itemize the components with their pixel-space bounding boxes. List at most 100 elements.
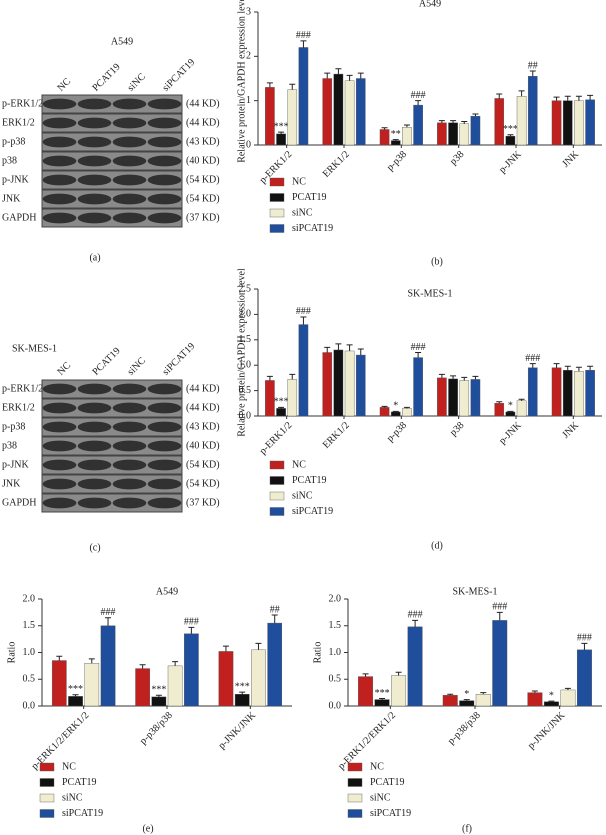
bar — [402, 408, 412, 417]
y-tick-label: 2.0 — [239, 309, 252, 320]
bar — [355, 78, 366, 146]
legend-swatch — [269, 177, 285, 187]
error-bar — [172, 661, 179, 666]
significance: ## — [270, 604, 280, 615]
y-tick-label: 3 — [246, 6, 251, 17]
blot-band — [147, 98, 182, 110]
bar — [448, 378, 458, 417]
legend-swatch — [269, 193, 285, 202]
significance: * — [549, 690, 554, 701]
protein-label: GAPDH — [2, 497, 36, 508]
legend-swatch — [269, 460, 285, 470]
protein-label: ERK1/2 — [2, 402, 35, 413]
error-bar — [581, 642, 588, 650]
significance: ### — [492, 602, 507, 613]
error-bar — [255, 642, 262, 650]
blot-band — [147, 136, 182, 148]
size-label: (44 KD) — [186, 383, 220, 394]
error-bar — [553, 363, 560, 368]
legend-swatch — [347, 793, 363, 803]
chart-title: A549 — [156, 586, 178, 597]
error-bar — [357, 348, 364, 356]
significance: * — [464, 689, 469, 700]
bar — [276, 133, 286, 146]
significance: *** — [68, 684, 83, 695]
blot-band — [112, 212, 147, 224]
bar — [100, 625, 116, 707]
error-bar — [587, 365, 594, 371]
blot-band — [42, 117, 77, 129]
error-bar — [335, 68, 342, 75]
error-bar — [278, 406, 285, 409]
error-bar — [496, 93, 503, 99]
significance: ** — [391, 129, 401, 140]
error-bar — [575, 366, 582, 372]
error-bar — [362, 673, 369, 677]
y-tick-label: 0.0 — [239, 410, 252, 421]
bar — [358, 676, 374, 707]
protein-label: p-ERK1/2 — [2, 383, 43, 394]
size-label: (43 KD) — [186, 421, 220, 432]
size-label: (54 KD) — [186, 459, 220, 470]
error-bar — [496, 611, 503, 621]
error-bar — [564, 95, 571, 101]
legend-swatch — [269, 476, 285, 485]
error-bar — [188, 626, 195, 634]
bar — [516, 400, 527, 417]
panel-label: (e) — [142, 823, 153, 834]
bar — [437, 122, 447, 146]
legend-label: NC — [292, 176, 306, 187]
error-bar — [518, 398, 525, 401]
bar — [390, 140, 401, 146]
y-tick-label: 1.0 — [329, 647, 342, 658]
legend-label: siPCAT19 — [62, 808, 103, 819]
significance: ### — [184, 617, 199, 628]
blot-band — [112, 193, 147, 205]
error-bar — [392, 410, 399, 412]
bar — [344, 350, 355, 417]
x-tick-label: p-JNK/JNK — [217, 709, 259, 751]
error-bar — [472, 375, 479, 380]
blot-band — [42, 383, 77, 395]
blot-band — [112, 136, 147, 148]
error-bar — [564, 687, 571, 690]
bar — [402, 127, 412, 146]
bar — [287, 89, 298, 146]
bar — [459, 700, 475, 707]
blot-band — [112, 421, 147, 433]
x-tick-label: p-p38 — [385, 420, 409, 444]
blot-row — [41, 398, 183, 418]
error-bar — [239, 691, 246, 695]
bar — [407, 626, 423, 707]
bar — [344, 80, 355, 146]
blot-band — [77, 136, 112, 148]
bar — [494, 98, 505, 146]
size-label: (40 KD) — [186, 155, 220, 166]
size-label: (54 KD) — [186, 478, 220, 489]
y-tick-label: 1.0 — [239, 359, 252, 370]
bar — [470, 379, 481, 417]
blot-band — [112, 98, 147, 110]
blot-band — [77, 459, 112, 471]
y-tick-label: 1 — [246, 95, 251, 106]
blot-band — [112, 478, 147, 490]
blot-row — [41, 189, 183, 209]
error-bar — [72, 694, 79, 697]
blot-band — [77, 212, 112, 224]
error-bar — [450, 120, 457, 123]
blot-row — [41, 132, 183, 152]
bar — [492, 620, 508, 707]
legend-label: PCAT19 — [370, 777, 404, 788]
legend-label: siPCAT19 — [292, 506, 333, 517]
error-bar — [450, 375, 457, 379]
significance: ### — [101, 607, 116, 618]
bar — [494, 403, 505, 417]
bar — [562, 370, 573, 417]
bar — [576, 649, 592, 707]
bar — [265, 87, 275, 146]
bar — [251, 649, 266, 707]
bar — [442, 695, 458, 707]
legend-swatch — [347, 762, 363, 772]
bar — [516, 96, 527, 146]
bar — [151, 696, 167, 707]
